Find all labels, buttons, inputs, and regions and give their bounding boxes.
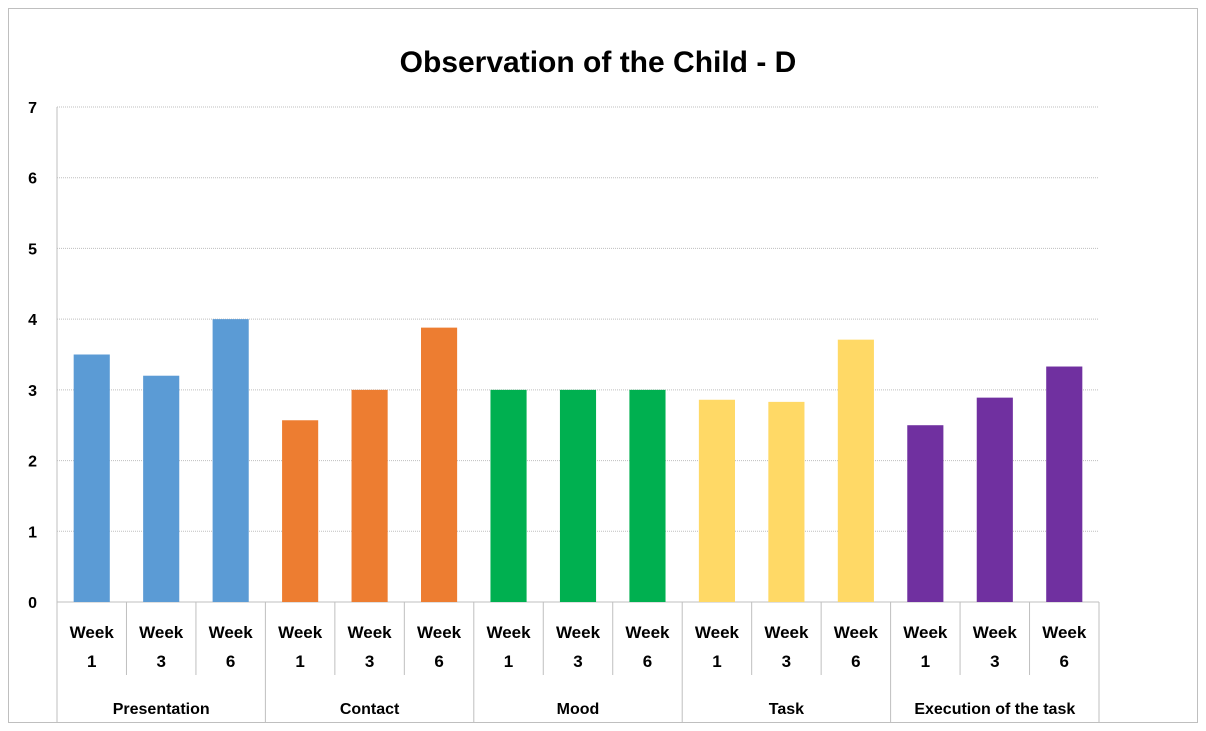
x-category-label: 3 <box>990 652 999 671</box>
y-tick-label: 1 <box>28 524 37 541</box>
x-category-label: Week <box>903 623 948 642</box>
x-category-label: Week <box>139 623 184 642</box>
x-category-label: 6 <box>851 652 860 671</box>
y-tick-label: 7 <box>28 100 37 117</box>
bar <box>976 397 1013 602</box>
bar <box>698 399 735 602</box>
x-category-label: 6 <box>226 652 235 671</box>
x-category-label: Week <box>70 623 115 642</box>
x-category-label: 3 <box>365 652 374 671</box>
bar <box>559 389 597 602</box>
y-tick-label: 5 <box>28 241 37 258</box>
x-category-label: Week <box>278 623 323 642</box>
x-category-label: 3 <box>782 652 791 671</box>
bar <box>1046 366 1083 602</box>
x-category-label: 1 <box>295 652 304 671</box>
x-category-label: Week <box>348 623 393 642</box>
bar <box>421 327 458 602</box>
x-category-label: 1 <box>504 652 513 671</box>
bar <box>212 319 249 602</box>
bar <box>490 389 527 602</box>
x-category-label: Week <box>556 623 601 642</box>
x-category-label: Week <box>764 623 809 642</box>
chart-frame: 0 1 2 3 4 5 6 7 Week 1 Week 3 Week 6 Presentation Week 1… <box>8 8 1198 723</box>
x-category-label: Week <box>417 623 462 642</box>
x-category-label: Week <box>625 623 670 642</box>
chart-svg: 0 1 2 3 4 5 6 7 Week 1 Week 3 Week 6 Presentation Week 1… <box>28 46 1100 722</box>
x-group-label: Mood <box>557 701 600 718</box>
x-category-label: 3 <box>573 652 582 671</box>
x-category-label: 6 <box>434 652 443 671</box>
bar <box>629 389 666 602</box>
x-category-label: 1 <box>921 652 930 671</box>
tick-labels: 0 1 2 3 4 5 6 7 Week 1 Week 3 Week 6 Presentation Week 1… <box>28 100 1087 718</box>
x-category-label: 6 <box>1060 652 1069 671</box>
x-category-label: 3 <box>156 652 165 671</box>
x-category-label: Week <box>973 623 1018 642</box>
bar <box>351 389 388 602</box>
y-tick-label: 2 <box>28 454 37 471</box>
x-category-label: Week <box>834 623 879 642</box>
x-group-label: Task <box>769 701 804 718</box>
x-group-label: Presentation <box>113 701 210 718</box>
x-category-label: Week <box>695 623 740 642</box>
x-category-label: 6 <box>643 652 652 671</box>
x-category-label: Week <box>486 623 531 642</box>
x-group-label: Execution of the task <box>914 701 1075 718</box>
bar <box>837 339 874 602</box>
y-tick-label: 0 <box>28 595 37 612</box>
x-category-label: 1 <box>712 652 721 671</box>
y-tick-label: 3 <box>28 383 37 400</box>
bar <box>73 354 110 602</box>
bar <box>768 401 805 602</box>
bar <box>282 420 319 602</box>
x-category-label: 1 <box>87 652 96 671</box>
x-group-label: Contact <box>340 701 400 718</box>
x-category-label: Week <box>209 623 254 642</box>
bar <box>143 375 180 602</box>
bar <box>907 425 944 602</box>
chart-title: Observation of the Child - D <box>400 46 797 79</box>
x-category-label: Week <box>1042 623 1087 642</box>
y-tick-label: 6 <box>28 171 37 188</box>
y-tick-label: 4 <box>28 312 37 329</box>
bars <box>73 319 1083 602</box>
